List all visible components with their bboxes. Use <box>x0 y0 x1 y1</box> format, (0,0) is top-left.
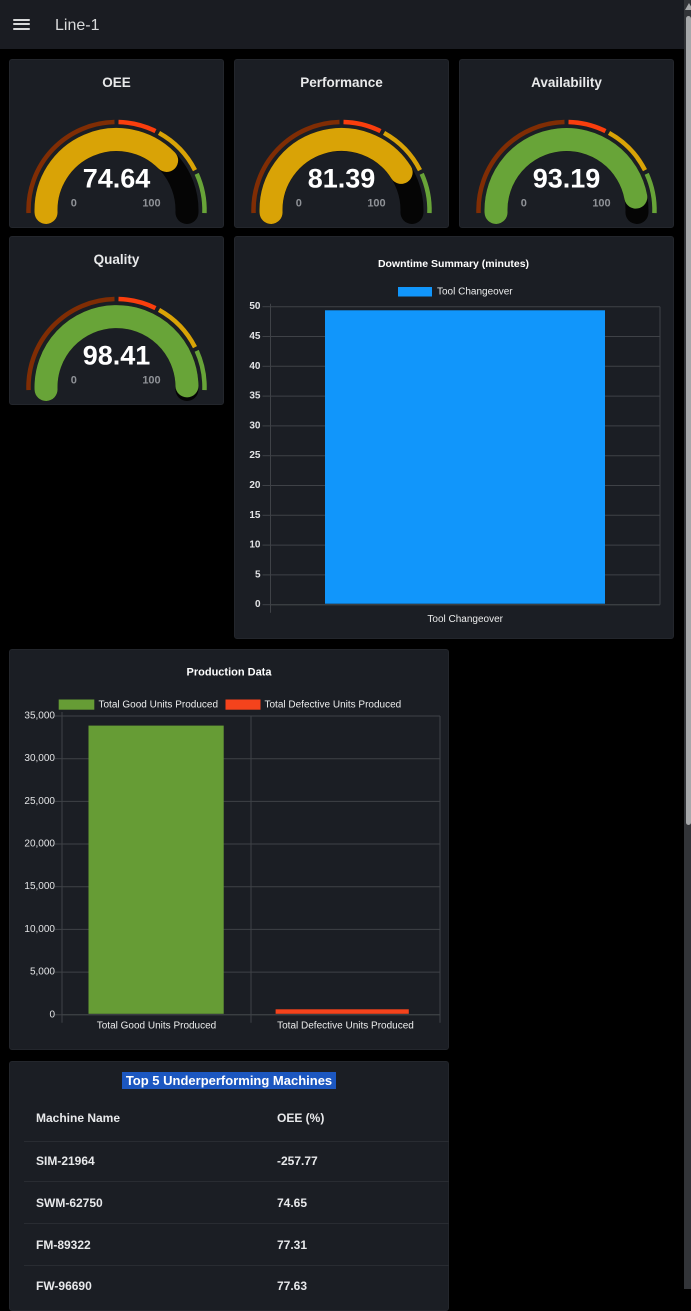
svg-text:Total Good Units Produced: Total Good Units Produced <box>97 1021 217 1032</box>
svg-text:0: 0 <box>71 198 77 210</box>
svg-text:0: 0 <box>255 599 261 610</box>
svg-text:30: 30 <box>249 420 261 431</box>
svg-text:0: 0 <box>49 1009 55 1020</box>
svg-text:20: 20 <box>249 480 261 491</box>
svg-text:20,000: 20,000 <box>24 839 55 850</box>
svg-text:Tool Changeover: Tool Changeover <box>427 614 503 625</box>
svg-text:15: 15 <box>249 510 261 521</box>
svg-text:98.41: 98.41 <box>83 341 151 371</box>
svg-text:5,000: 5,000 <box>30 967 55 978</box>
svg-text:30,000: 30,000 <box>24 753 55 764</box>
svg-text:50: 50 <box>249 301 261 312</box>
svg-text:5: 5 <box>255 569 261 580</box>
svg-text:25: 25 <box>249 450 261 461</box>
svg-text:93.19: 93.19 <box>533 164 601 194</box>
svg-text:15,000: 15,000 <box>24 881 55 892</box>
svg-text:100: 100 <box>367 198 385 210</box>
svg-text:10: 10 <box>249 540 261 551</box>
svg-text:74.64: 74.64 <box>83 164 151 194</box>
svg-text:Total Defective Units Produced: Total Defective Units Produced <box>265 700 402 711</box>
svg-text:25,000: 25,000 <box>24 796 55 807</box>
svg-text:35: 35 <box>249 391 261 402</box>
svg-text:10,000: 10,000 <box>24 924 55 935</box>
svg-text:Total Defective Units Produced: Total Defective Units Produced <box>277 1021 414 1032</box>
svg-text:45: 45 <box>249 331 261 342</box>
svg-text:Downtime Summary (minutes): Downtime Summary (minutes) <box>378 258 529 270</box>
svg-text:Total Good Units Produced: Total Good Units Produced <box>99 700 219 711</box>
svg-text:100: 100 <box>142 375 160 387</box>
svg-text:35,000: 35,000 <box>24 711 55 722</box>
svg-text:0: 0 <box>521 198 527 210</box>
svg-text:Tool Changeover: Tool Changeover <box>437 287 513 298</box>
svg-text:100: 100 <box>592 198 610 210</box>
svg-text:Production Data: Production Data <box>187 667 273 679</box>
svg-text:0: 0 <box>71 375 77 387</box>
svg-text:0: 0 <box>296 198 302 210</box>
svg-text:81.39: 81.39 <box>308 164 376 194</box>
svg-text:40: 40 <box>249 361 261 372</box>
svg-text:100: 100 <box>142 198 160 210</box>
